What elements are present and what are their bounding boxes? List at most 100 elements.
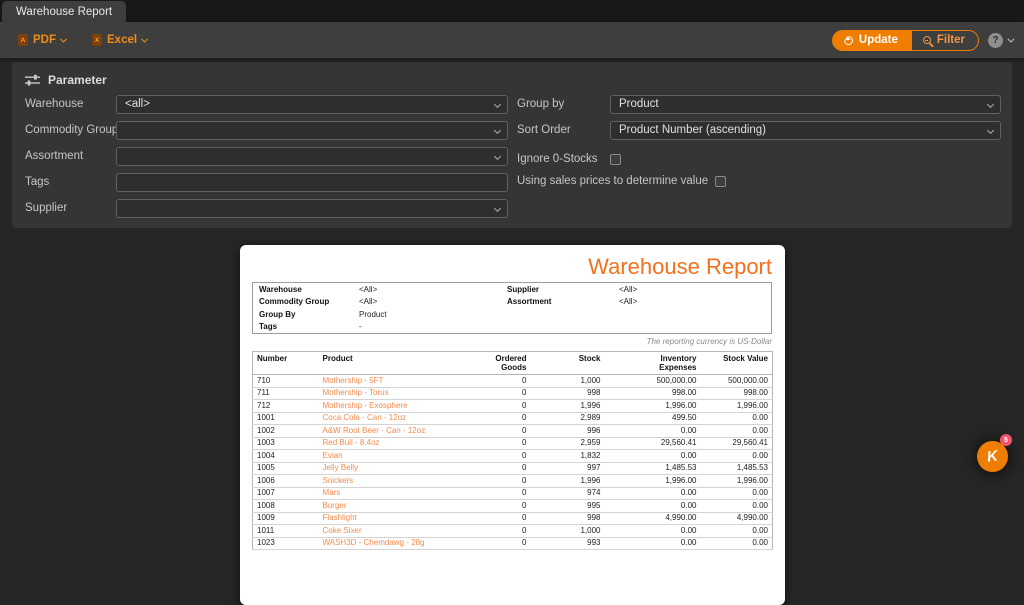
product-link[interactable]: Snickers [319, 475, 459, 488]
parameter-panel: Parameter Warehouse <all> Commodity Grou… [12, 62, 1012, 228]
summary-label [507, 321, 619, 333]
product-link[interactable]: Mothership - Torus [319, 387, 459, 400]
chevron-down-icon [141, 35, 148, 42]
report-preview-card: Warehouse Report Warehouse <All> Supplie… [240, 245, 785, 605]
cell-inventory-expenses: 500,000.00 [605, 375, 701, 388]
cell-stock: 995 [531, 500, 605, 513]
table-row: 1006 Snickers 0 1,996 1,996.00 1,996.00 [253, 475, 773, 488]
product-link[interactable]: Evian [319, 450, 459, 463]
filter-button[interactable]: Filter [912, 30, 979, 51]
tags-label: Tags [25, 173, 49, 192]
parameter-panel-header: Parameter [25, 73, 107, 87]
cell-inventory-expenses: 998.00 [605, 387, 701, 400]
summary-label: Supplier [507, 284, 619, 296]
product-link[interactable]: Coke Sixer [319, 525, 459, 538]
table-row: 1004 Evian 0 1,832 0.00 0.00 [253, 450, 773, 463]
table-row: 1007 Mars 0 974 0.00 0.00 [253, 487, 773, 500]
group-by-select[interactable]: Product [610, 95, 1001, 114]
chevron-down-icon [494, 204, 501, 211]
product-link[interactable]: Burger [319, 500, 459, 513]
pdf-button-label: PDF [33, 34, 56, 46]
product-link[interactable]: WASH3D - Chemdawg - 28g [319, 537, 459, 550]
cell-ordered-goods: 0 [459, 475, 531, 488]
summary-row: Warehouse <All> Supplier <All> [259, 284, 765, 296]
tab-warehouse-report[interactable]: Warehouse Report [2, 1, 126, 22]
pdf-export-button[interactable]: A PDF [18, 34, 66, 46]
cell-stock-value: 998.00 [701, 387, 773, 400]
cell-ordered-goods: 0 [459, 525, 531, 538]
summary-row: Group By Product [259, 309, 765, 321]
cell-stock-value: 0.00 [701, 487, 773, 500]
sort-order-label: Sort Order [517, 121, 571, 140]
cell-stock: 998 [531, 387, 605, 400]
sales-prices-label: Using sales prices to determine value [517, 172, 708, 191]
cell-stock-value: 0.00 [701, 525, 773, 538]
sort-order-select[interactable]: Product Number (ascending) [610, 121, 1001, 140]
tags-input[interactable] [116, 173, 508, 192]
product-link[interactable]: Mothership - 5FT [319, 375, 459, 388]
cell-stock: 993 [531, 537, 605, 550]
cell-stock-value: 0.00 [701, 425, 773, 438]
cell-number: 1005 [253, 462, 319, 475]
report-table-body: 710 Mothership - 5FT 0 1,000 500,000.00 … [253, 375, 773, 550]
magnifier-icon [923, 36, 931, 44]
col-inventory-expenses: Inventory Expenses [605, 352, 701, 375]
supplier-select[interactable] [116, 199, 508, 218]
summary-value: Product [359, 309, 507, 321]
product-link[interactable]: A&W Root Beer - Can - 12oz [319, 425, 459, 438]
cell-number: 1006 [253, 475, 319, 488]
refresh-icon [842, 34, 855, 47]
cell-number: 1003 [253, 437, 319, 450]
table-row: 1005 Jelly Belly 0 997 1,485.53 1,485.53 [253, 462, 773, 475]
col-number: Number [253, 352, 319, 375]
cell-number: 711 [253, 387, 319, 400]
summary-value: <All> [619, 284, 765, 296]
product-link[interactable]: Coca Cola - Can - 12oz [319, 412, 459, 425]
cell-inventory-expenses: 0.00 [605, 487, 701, 500]
chevron-down-icon [1007, 35, 1014, 42]
product-link[interactable]: Red Bull - 8.4oz [319, 437, 459, 450]
sort-order-select-value: Product Number (ascending) [619, 124, 766, 136]
sales-prices-checkbox[interactable] [715, 176, 726, 187]
summary-row: Commodity Group <All> Assortment <All> [259, 296, 765, 308]
filter-button-label: Filter [937, 34, 965, 46]
cell-ordered-goods: 0 [459, 425, 531, 438]
table-row: 1011 Coke Sixer 0 1,000 0.00 0.00 [253, 525, 773, 538]
table-row: 1009 Flashlight 0 998 4,990.00 4,990.00 [253, 512, 773, 525]
excel-export-button[interactable]: X Excel [92, 34, 147, 46]
summary-label: Assortment [507, 296, 619, 308]
product-link[interactable]: Mothership - Exosphere [319, 400, 459, 413]
cell-number: 712 [253, 400, 319, 413]
table-row: 712 Mothership - Exosphere 0 1,996 1,996… [253, 400, 773, 413]
update-button-label: Update [859, 34, 898, 46]
help-menu[interactable]: ? [988, 33, 1012, 48]
cell-stock-value: 4,990.00 [701, 512, 773, 525]
cell-stock-value: 0.00 [701, 412, 773, 425]
table-row: 710 Mothership - 5FT 0 1,000 500,000.00 … [253, 375, 773, 388]
product-link[interactable]: Flashlight [319, 512, 459, 525]
cell-ordered-goods: 0 [459, 512, 531, 525]
cell-stock: 996 [531, 425, 605, 438]
help-icon: ? [988, 33, 1003, 48]
summary-label: Warehouse [259, 284, 359, 296]
summary-label: Tags [259, 321, 359, 333]
table-row: 1008 Burger 0 995 0.00 0.00 [253, 500, 773, 513]
cell-stock: 1,000 [531, 525, 605, 538]
cell-inventory-expenses: 29,560.41 [605, 437, 701, 450]
update-button[interactable]: Update [832, 30, 912, 51]
supplier-label: Supplier [25, 199, 67, 218]
toolbar: A PDF X Excel Update Filter ? [0, 22, 1024, 58]
notification-badge[interactable]: 5 [1000, 434, 1012, 446]
cell-stock-value: 1,996.00 [701, 400, 773, 413]
product-link[interactable]: Mars [319, 487, 459, 500]
cell-stock: 2,989 [531, 412, 605, 425]
product-link[interactable]: Jelly Belly [319, 462, 459, 475]
ignore-zero-stocks-checkbox[interactable] [610, 154, 621, 165]
cell-ordered-goods: 0 [459, 437, 531, 450]
pdf-file-icon: A [18, 34, 28, 46]
cell-inventory-expenses: 0.00 [605, 425, 701, 438]
cell-inventory-expenses: 1,996.00 [605, 475, 701, 488]
cell-ordered-goods: 0 [459, 500, 531, 513]
korona-logo: K [986, 447, 999, 465]
cell-number: 1002 [253, 425, 319, 438]
